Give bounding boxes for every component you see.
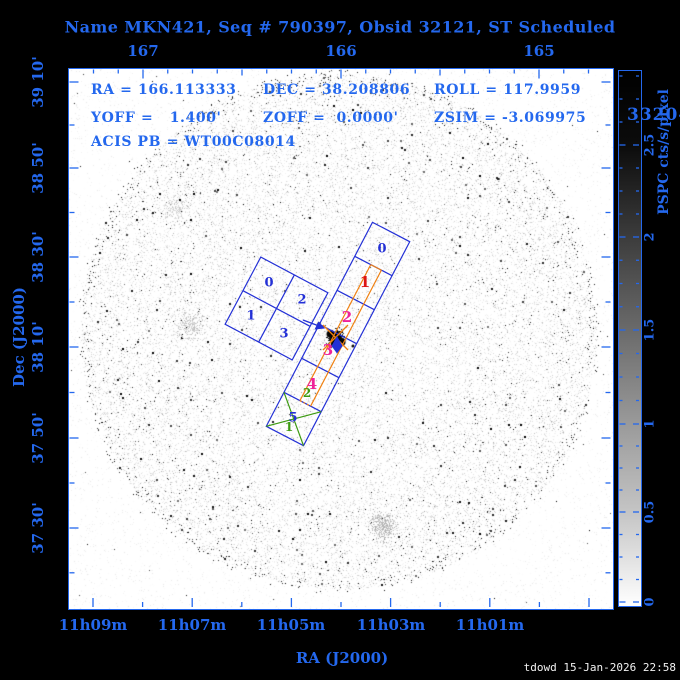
dec-axis-tick-label: 38 50' <box>29 142 47 194</box>
plot-title: Name MKN421, Seq # 790397, Obsid 32121, … <box>64 17 616 37</box>
colorbar <box>618 70 642 607</box>
zoff-value: ZOFF = 0.0000' <box>263 110 399 126</box>
colorbar-tick-label: 1.5 <box>642 318 658 342</box>
bottom-axis-tick-label: 11h07m <box>157 616 227 634</box>
dec-axis-tick-label: 38 10' <box>29 321 47 373</box>
colorbar-tick-label: 2 <box>642 232 658 242</box>
bottom-axis-tick-label: 11h09m <box>58 616 128 634</box>
dec-axis-tick-label: 38 30' <box>29 231 47 283</box>
bottom-axis-tick-label: 11h01m <box>455 616 525 634</box>
dec-axis-tick-label: 37 50' <box>29 412 47 464</box>
dec-axis-title: Dec (J2000) <box>10 287 28 387</box>
dec-value: DEC = 38.208806 <box>263 82 411 98</box>
colorbar-tick-label: 1 <box>642 419 658 429</box>
zsim-value: ZSIM = -3.069975 <box>434 110 587 126</box>
dec-axis-tick-label: 39 10' <box>29 56 47 108</box>
colorbar-tick-label: 0.5 <box>642 500 658 524</box>
dec-axis-tick-label: 37 30' <box>29 502 47 554</box>
bottom-axis-tick-label: 11h03m <box>356 616 426 634</box>
pspc-sky-image <box>69 69 613 609</box>
bottom-axis-tick-label: 11h05m <box>256 616 326 634</box>
colorbar-tick-label: 0 <box>642 597 658 607</box>
credit-timestamp: tdowd 15-Jan-2026 22:58 <box>523 661 676 674</box>
ra-axis-title: RA (J2000) <box>295 649 389 667</box>
yoff-value: YOFF = 1.400' <box>91 110 222 126</box>
top-axis-tick-label: 166 <box>325 42 357 60</box>
top-axis-tick-label: 165 <box>523 42 555 60</box>
top-axis-tick-label: 167 <box>127 42 159 60</box>
acis-pb-value: ACIS PB = WT00C08014 <box>91 134 296 150</box>
sky-image-frame: RA = 166.113333 DEC = 38.208806 ROLL = 1… <box>68 68 614 610</box>
ra-value: RA = 166.113333 <box>91 82 237 98</box>
zsim-overflow-digits: 33204 <box>627 105 680 125</box>
roll-value: ROLL = 117.9959 <box>434 82 582 98</box>
